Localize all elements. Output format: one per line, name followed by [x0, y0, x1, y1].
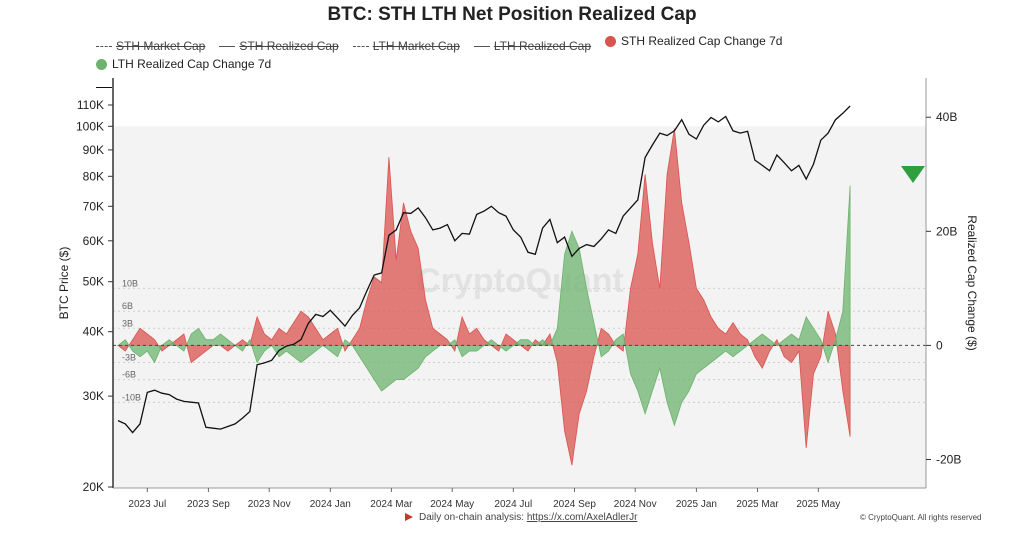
x-tick-label: 2025 Jan [676, 499, 717, 510]
right-tick-label: 40B [936, 110, 957, 124]
y-axis-label-left: BTC Price ($) [57, 247, 71, 320]
legend-swatch-icon [473, 45, 490, 47]
price-series [117, 105, 851, 434]
right-tick-label: 0 [936, 338, 943, 352]
legend-item-4[interactable]: STH Realized Cap Change 7d [605, 32, 782, 50]
legend-label: LTH Realized Cap [493, 39, 592, 53]
x-tick-label: 2024 May [430, 499, 474, 510]
legend-item-3[interactable]: LTH Realized Cap [473, 37, 592, 55]
left-axis-ticks: 20K 30K 40K 50K 60K 70K 80K 90K 100K 110K [76, 98, 113, 494]
inner-tick-label: -3B [122, 353, 136, 363]
legend-swatch-icon [605, 35, 617, 47]
area-lth [116, 185, 851, 427]
legend-swatch-icon [96, 86, 112, 88]
inner-tick-label: 3B [122, 318, 133, 328]
x-tick-label: 2024 Jul [494, 499, 532, 510]
left-tick-label: 80K [83, 169, 104, 183]
watermark-text: CryptoQuant [416, 262, 624, 300]
x-tick-label: 2024 Jan [310, 499, 351, 510]
legend: STH Market Cap STH Realized Cap LTH Market… [96, 32, 976, 96]
legend-label: STH Realized Cap Change 7d [621, 34, 783, 48]
x-tick-label: 2024 Sep [553, 499, 596, 510]
legend-swatch-icon [96, 45, 112, 47]
inner-tick-label: -10B [122, 392, 141, 402]
grid [113, 287, 926, 403]
legend-item-1[interactable]: STH Realized Cap [219, 37, 339, 55]
x-tick-label: 2023 Nov [248, 499, 291, 510]
x-axis-ticks: 2023 Jul 2023 Sep 2023 Nov 2024 Jan 2024 Mar… [128, 488, 840, 510]
flag-icon [405, 513, 413, 522]
x-tick-label: 2024 Mar [370, 499, 413, 510]
x-tick-label: 2025 Mar [736, 499, 779, 510]
legend-item-0[interactable]: STH Market Cap [96, 37, 205, 55]
x-tick-label: 2023 Sep [187, 499, 230, 510]
inner-tick-label: 6B [122, 301, 133, 311]
legend-label: STH Realized Cap [239, 39, 339, 53]
legend-swatch-icon [96, 58, 107, 70]
left-tick-label: 100K [76, 119, 104, 133]
left-tick-label: 30K [83, 389, 104, 403]
legend-label: STH Market Cap [116, 39, 206, 53]
x-tick-label: 2024 Nov [614, 499, 657, 510]
inner-tick-label: -6B [122, 370, 136, 380]
left-tick-label: 60K [83, 234, 104, 248]
footer-analysis-link[interactable]: https://x.com/AxelAdlerJr [526, 512, 638, 523]
y-axis-label-right: Realized Cap Change ($) [965, 215, 979, 350]
legend-label: LTH Realized Cap Change 7d [112, 57, 272, 71]
legend-label: LTH Market Cap [372, 39, 460, 53]
footer-copyright: © CryptoQuant. All rights reserved [860, 513, 982, 522]
left-tick-label: 50K [83, 275, 104, 289]
legend-item-5[interactable]: LTH Realized Cap Change 7d [96, 55, 271, 73]
inner-tick-label: 10B [122, 278, 138, 288]
inner-axis-ticks: 10B 6B 3B -3B -6B -10B [122, 278, 141, 402]
chart-area: CryptoQuant 20K 30K 40K 50K 60K 70K 80K 90K 100K… [57, 78, 979, 510]
legend-item-2[interactable]: LTH Market Cap [352, 37, 460, 55]
legend-swatch-icon [219, 45, 236, 47]
right-tick-label: -20B [936, 453, 961, 467]
right-axis-ticks: -20B 0 20B 40B [926, 110, 961, 467]
left-tick-label: 20K [83, 480, 104, 494]
current-marker-icon [901, 166, 925, 183]
left-tick-label: 110K [77, 98, 104, 112]
left-tick-label: 70K [83, 199, 104, 213]
x-tick-label: 2025 May [796, 499, 840, 510]
footer-analysis: Daily on-chain analysis: https://x.com/A… [405, 512, 637, 523]
x-tick-label: 2023 Jul [128, 499, 166, 510]
chart-title: BTC: STH LTH Net Position Realized Cap [327, 4, 697, 25]
footer-analysis-prefix: Daily on-chain analysis: [419, 512, 527, 523]
left-tick-label: 40K [83, 325, 104, 339]
legend-swatch-icon [352, 45, 369, 47]
left-tick-label: 90K [83, 143, 104, 157]
shaded-band [113, 126, 926, 489]
price-line [117, 105, 851, 434]
right-tick-label: 20B [936, 224, 957, 238]
